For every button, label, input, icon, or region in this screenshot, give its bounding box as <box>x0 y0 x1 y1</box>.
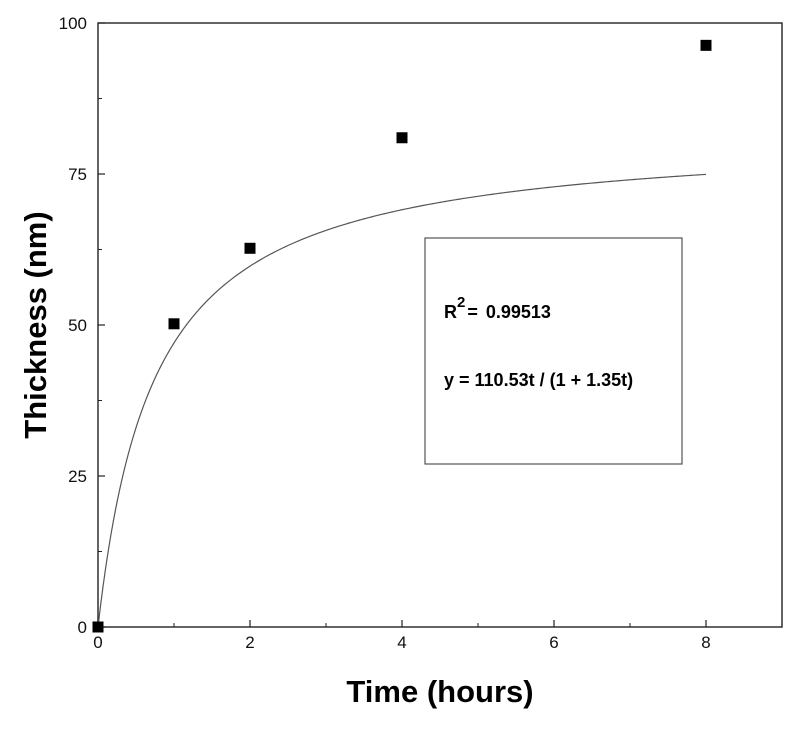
x-tick-label: 4 <box>397 633 406 652</box>
x-axis-ticks <box>97 620 783 627</box>
fit-curve <box>97 173 707 628</box>
data-point <box>168 318 180 330</box>
y-axis-title: Thickness (nm) <box>18 211 53 438</box>
r-squared-line: R2 = 0.99513 <box>444 294 551 322</box>
x-tick-label: 0 <box>93 633 102 652</box>
y-axis-ticks <box>98 22 105 628</box>
data-point <box>396 132 408 144</box>
x-axis-tick-labels: 0 2 4 6 8 <box>93 633 710 652</box>
y-tick-label: 0 <box>78 618 87 637</box>
r-squared-equals: = <box>467 302 478 322</box>
data-points <box>92 39 712 633</box>
y-tick-label: 50 <box>68 316 87 335</box>
x-tick-label: 2 <box>245 633 254 652</box>
x-tick-label: 8 <box>701 633 710 652</box>
fit-annotation-box: R2 = 0.99513 y = 110.53t / (1 + 1.35t) <box>424 237 683 465</box>
data-point <box>244 242 256 254</box>
y-tick-label: 100 <box>59 14 87 33</box>
data-point <box>92 621 104 633</box>
r-squared-value: 0.99513 <box>486 302 551 322</box>
x-tick-label: 6 <box>549 633 558 652</box>
r-squared-symbol: R <box>444 302 457 322</box>
y-tick-label: 75 <box>68 165 87 184</box>
x-axis-title: Time (hours) <box>346 674 533 709</box>
annotation-frame <box>424 237 683 465</box>
y-axis-tick-labels: 0 25 50 75 100 <box>59 14 87 637</box>
r-squared-superscript: 2 <box>457 294 465 311</box>
y-tick-label: 25 <box>68 467 87 486</box>
data-point <box>700 39 712 51</box>
fit-equation: y = 110.53t / (1 + 1.35t) <box>444 370 633 390</box>
